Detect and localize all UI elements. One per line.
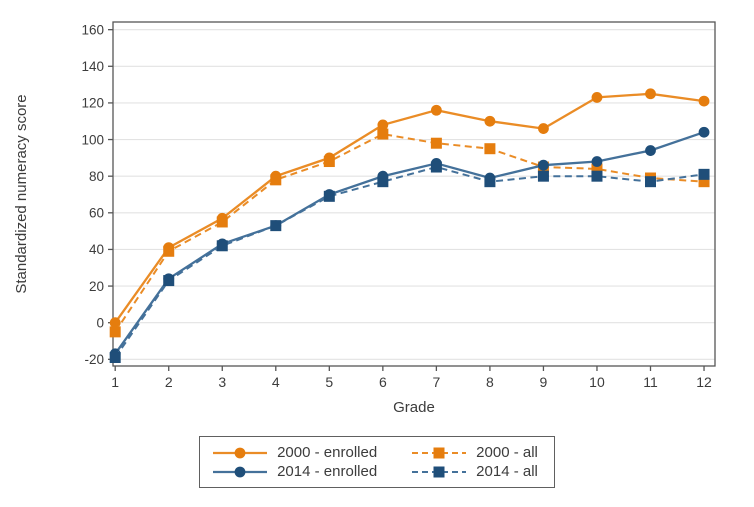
y-tick-label: 140: [81, 59, 104, 74]
data-point: [216, 240, 228, 252]
data-point: [323, 190, 335, 202]
data-point: [484, 143, 496, 155]
x-tick-label: 12: [696, 374, 712, 390]
data-point: [698, 176, 710, 188]
x-tick-label: 6: [379, 374, 387, 390]
data-point: [216, 216, 228, 228]
x-tick-label: 2: [165, 374, 173, 390]
data-point: [163, 245, 175, 257]
data-point: [698, 126, 710, 138]
y-tick-label: 120: [81, 96, 104, 111]
data-point: [430, 104, 442, 116]
data-point: [109, 351, 121, 363]
legend-label: 2000 - enrolled: [277, 444, 378, 461]
data-point: [377, 119, 389, 131]
legend-area: 2000 - enrolled 2000 - all 2014 - enrolled…: [0, 436, 754, 488]
data-point: [484, 115, 496, 127]
data-point: [591, 92, 603, 103]
data-point: [698, 95, 710, 107]
x-tick-label: 10: [589, 374, 605, 390]
x-tick-label: 9: [540, 374, 548, 390]
data-point: [591, 156, 603, 167]
y-tick-label: -20: [84, 352, 104, 367]
plot-border: [112, 21, 716, 367]
data-point: [591, 170, 603, 182]
y-tick-label: 0: [96, 315, 104, 330]
legend-sample-solid-line-circle-icon: [213, 447, 268, 458]
data-point: [538, 123, 549, 134]
legend-item-2014-enrolled: 2014 - enrolled: [212, 463, 377, 480]
y-tick-label: 100: [81, 132, 104, 147]
series-line-2014-all: [114, 165, 705, 359]
y-tick-label: 80: [89, 169, 104, 184]
y-tick-label: 160: [81, 22, 104, 37]
data-point: [538, 159, 549, 171]
data-point: [109, 317, 121, 329]
data-point: [698, 168, 710, 180]
data-point: [645, 88, 656, 100]
series-line-2000-all: [114, 133, 705, 333]
x-tick-label: 8: [486, 374, 494, 390]
y-tick-label: 60: [89, 206, 104, 221]
data-point: [645, 176, 656, 188]
chart-legend: 2000 - enrolled 2000 - all 2014 - enrolled…: [199, 436, 555, 488]
data-point: [323, 156, 335, 168]
data-point: [484, 176, 496, 188]
legend-label: 2014 - all: [476, 463, 538, 480]
series-line-2000-enrolled: [114, 92, 705, 324]
x-tick-label: 7: [432, 374, 440, 390]
legend-item-2000-all: 2000 - all: [411, 444, 538, 461]
data-point: [270, 220, 282, 232]
data-point: [377, 176, 389, 188]
data-point: [591, 163, 603, 175]
x-tick-label: 4: [272, 374, 280, 390]
x-tick-label: 3: [218, 374, 226, 390]
data-point: [109, 326, 121, 338]
legend-label: 2014 - enrolled: [277, 463, 378, 480]
legend-sample-solid-line-circle-icon: [213, 466, 268, 477]
y-axis-title: Standardized numeracy score: [13, 94, 30, 293]
x-tick-label: 11: [643, 374, 658, 390]
legend-sample-dashed-line-square-icon: [412, 466, 467, 477]
y-tick-label: 20: [89, 279, 104, 294]
legend-sample-dashed-line-square-icon: [412, 447, 467, 458]
data-point: [377, 128, 389, 140]
series-line-2014-enrolled: [114, 131, 705, 355]
data-point: [537, 170, 549, 182]
data-point: [163, 275, 175, 287]
y-tick-label: 40: [89, 242, 104, 257]
data-point: [645, 145, 656, 156]
x-tick-label: 1: [111, 374, 119, 390]
data-point: [430, 137, 442, 149]
legend-item-2000-enrolled: 2000 - enrolled: [212, 444, 377, 461]
legend-label: 2000 - all: [476, 444, 538, 461]
legend-item-2014-all: 2014 - all: [411, 463, 538, 480]
x-axis-title: Grade: [393, 399, 435, 416]
data-point: [270, 174, 282, 186]
x-tick-label: 5: [325, 374, 333, 390]
data-point: [430, 161, 442, 173]
